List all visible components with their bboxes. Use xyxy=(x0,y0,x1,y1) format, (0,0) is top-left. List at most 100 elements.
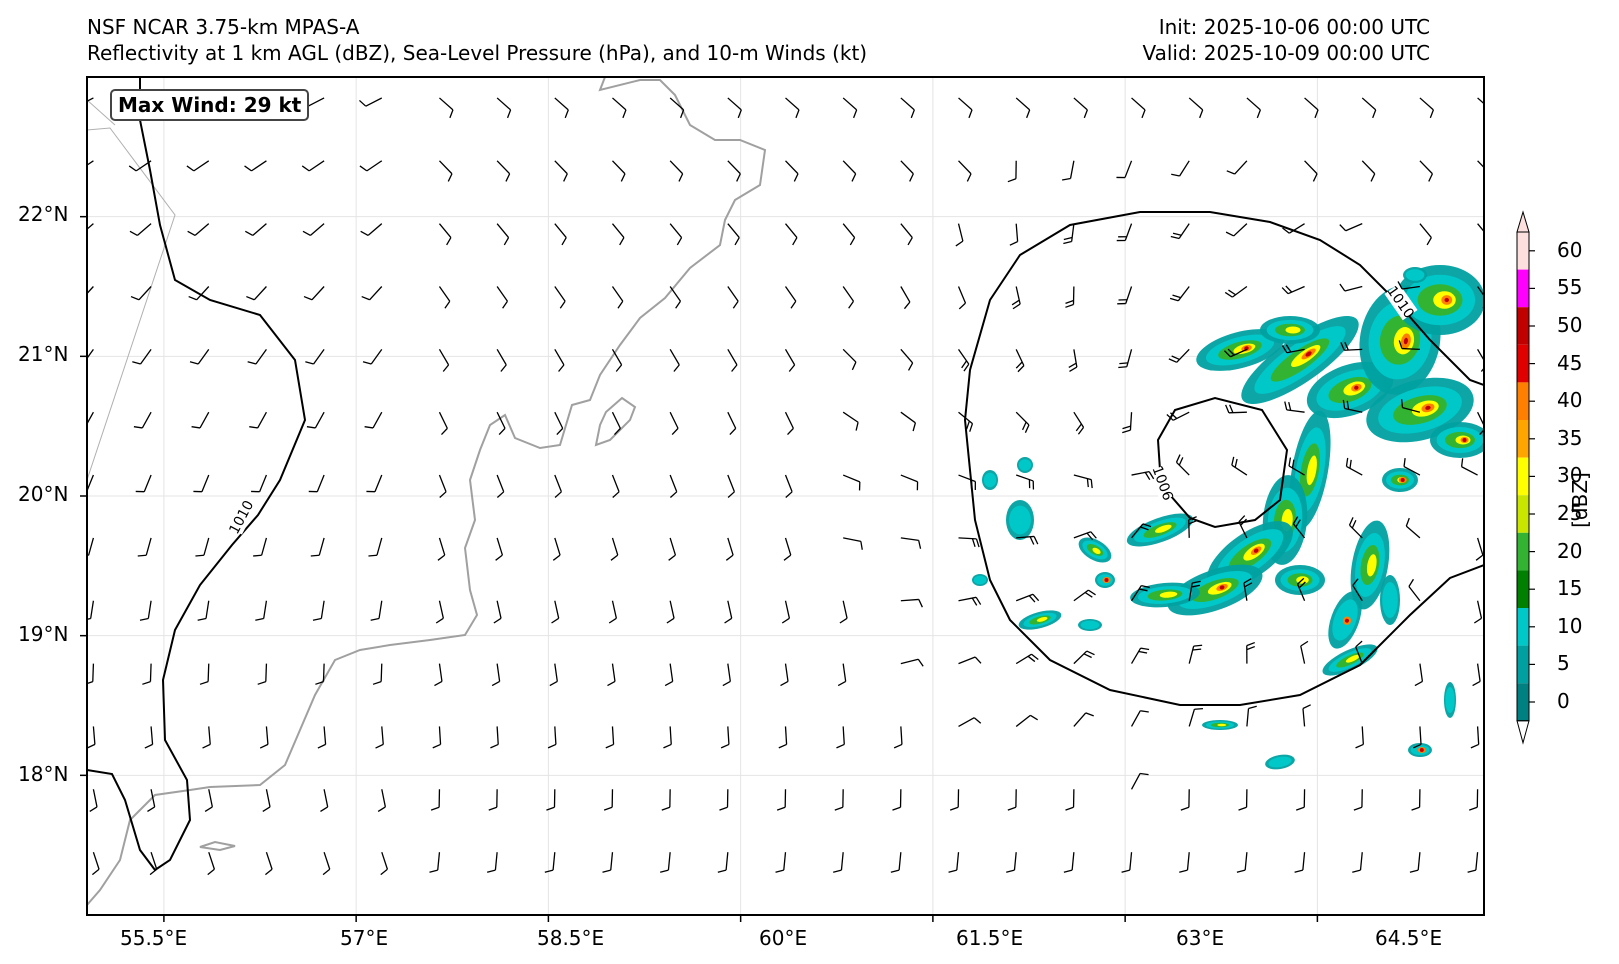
wind-barb xyxy=(1073,97,1088,119)
wind-barb xyxy=(317,726,327,749)
wind-barb xyxy=(1226,160,1248,175)
wind-barb xyxy=(727,97,742,119)
wind-barb xyxy=(842,223,856,246)
reflectivity-cell xyxy=(1260,316,1320,344)
wind-barb xyxy=(197,600,210,621)
wind-barb xyxy=(1243,578,1253,601)
colorbar-label: 30 xyxy=(1557,463,1583,488)
wind-barb xyxy=(193,474,210,493)
wind-barb xyxy=(957,348,970,372)
title-line-2: Reflectivity at 1 km AGL (dBZ), Sea-Leve… xyxy=(87,41,868,65)
wind-barb xyxy=(612,160,626,182)
wind-barb xyxy=(900,658,924,667)
wind-barb xyxy=(554,349,565,372)
wind-barb xyxy=(257,663,268,685)
wind-barb xyxy=(958,596,982,606)
wind-barb xyxy=(305,348,325,365)
reflectivity-cell xyxy=(1380,575,1400,625)
wind-barb xyxy=(1352,852,1363,873)
wind-barb xyxy=(1063,223,1075,245)
wind-barb xyxy=(1170,223,1190,240)
wind-barb xyxy=(1361,97,1377,119)
wind-barb xyxy=(1224,285,1248,298)
wind-barb xyxy=(1304,97,1319,119)
wind-barb xyxy=(778,726,788,749)
y-tick-label: 19°N xyxy=(18,622,69,646)
wind-barb xyxy=(1403,458,1421,476)
wind-barb xyxy=(1188,97,1204,119)
wind-barb xyxy=(439,97,454,119)
wind-barb xyxy=(496,474,505,499)
reflectivity-cell xyxy=(1078,537,1112,563)
wind-barb xyxy=(1117,286,1133,305)
wind-barb xyxy=(1477,349,1484,372)
wind-barb xyxy=(361,286,383,301)
wind-barb xyxy=(247,348,267,365)
wind-barb xyxy=(1292,516,1306,539)
wind-barb xyxy=(554,474,563,499)
wind-barb xyxy=(1065,286,1075,308)
wind-barb xyxy=(202,726,211,749)
wind-barb xyxy=(1188,516,1197,538)
reflectivity-cell xyxy=(1430,422,1484,458)
wind-barb xyxy=(958,656,982,665)
wind-barb xyxy=(1397,281,1421,290)
wind-barb xyxy=(1073,650,1095,665)
wind-barb xyxy=(496,286,508,309)
wind-barb xyxy=(1419,223,1432,246)
colorbar-segment xyxy=(1517,307,1529,345)
colorbar-label: 55 xyxy=(1557,275,1583,300)
reflectivity-cell xyxy=(1017,457,1033,473)
wind-barb xyxy=(496,349,507,372)
wind-barb xyxy=(195,537,210,557)
wind-barb xyxy=(147,789,156,813)
wind-barb xyxy=(1355,726,1364,749)
wind-barb xyxy=(1246,97,1261,119)
wind-barb xyxy=(1405,517,1421,539)
colorbar-label: 35 xyxy=(1557,425,1583,450)
wind-barb xyxy=(362,348,383,365)
wind-barb xyxy=(900,348,914,371)
wind-barb xyxy=(547,726,557,749)
y-tick-marks xyxy=(80,215,87,777)
wind-barb xyxy=(1409,852,1421,873)
colorbar-title: [dBZ] xyxy=(1568,472,1592,528)
wind-barb xyxy=(1300,640,1309,664)
reflectivity-cell xyxy=(1202,720,1238,730)
colorbar-segment xyxy=(1517,344,1529,383)
wind-barb xyxy=(308,474,325,493)
wind-barb xyxy=(189,348,210,365)
wind-barb xyxy=(1007,789,1017,811)
wind-barb xyxy=(727,160,741,182)
wind-barb xyxy=(380,851,389,876)
reflectivity-cell xyxy=(1018,610,1062,630)
wind-barb xyxy=(1295,789,1306,811)
wind-barb xyxy=(949,789,960,811)
wind-barb xyxy=(359,160,383,172)
wind-barb xyxy=(149,851,158,876)
wind-barb xyxy=(438,286,451,309)
wind-barb xyxy=(607,663,616,687)
reflectivity-cell xyxy=(1328,591,1362,649)
wind-barb xyxy=(188,286,210,301)
wind-barb xyxy=(605,726,615,749)
reflectivity-cell xyxy=(1350,520,1390,610)
wind-barb xyxy=(1460,458,1478,476)
wind-barb xyxy=(900,537,922,549)
wind-barb xyxy=(666,600,675,624)
wind-barb xyxy=(1175,454,1190,476)
wind-barb xyxy=(668,537,677,561)
reflectivity-cell xyxy=(1241,315,1359,405)
wind-barb xyxy=(1361,160,1376,182)
colorbar xyxy=(1516,210,1535,745)
wind-barb xyxy=(1073,589,1096,602)
wind-barb xyxy=(842,160,857,182)
wind-barb xyxy=(780,663,789,687)
reflectivity-cell xyxy=(1382,468,1418,492)
colorbar-segment xyxy=(1517,457,1529,496)
wind-barb xyxy=(377,789,387,813)
wind-barb xyxy=(91,851,100,876)
wind-barb xyxy=(783,537,792,561)
wind-barb xyxy=(661,789,671,811)
wind-barb xyxy=(554,160,568,182)
